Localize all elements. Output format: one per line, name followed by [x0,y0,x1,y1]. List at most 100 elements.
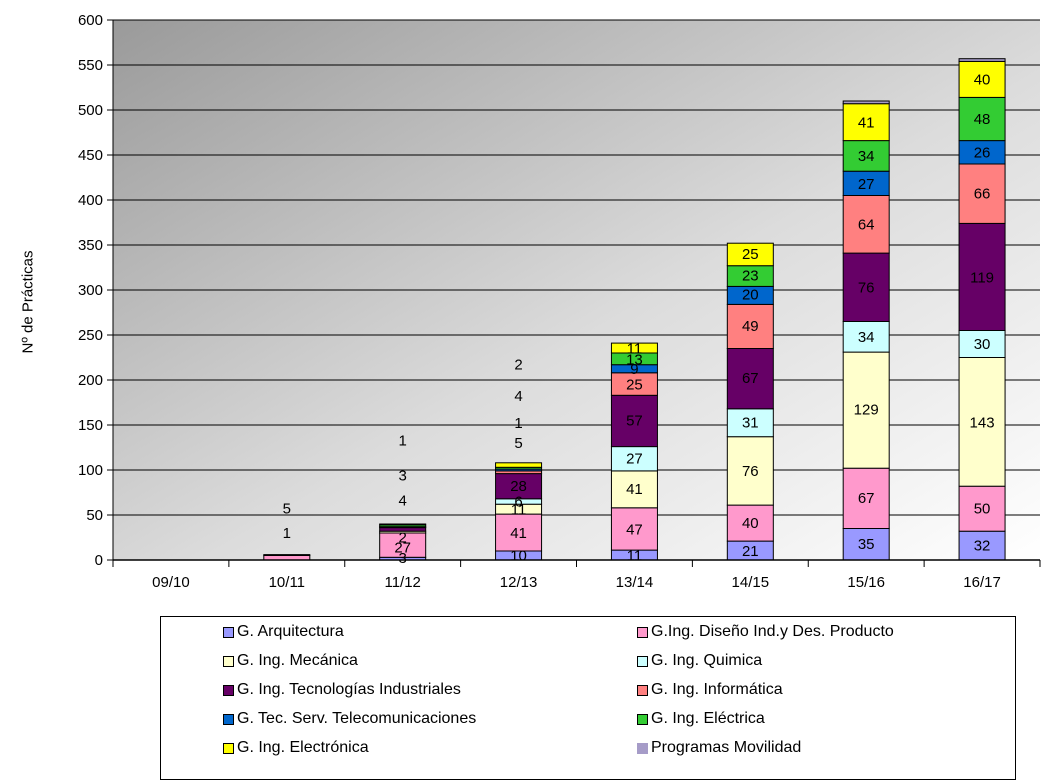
legend-label: G.Ing. Diseño Ind.y Des. Producto [651,623,894,640]
bar-segment [495,462,543,468]
legend-label: G. Ing. Informática [651,681,783,698]
data-label: 27 [858,176,875,193]
legend-swatch [637,713,648,725]
data-label: 49 [742,318,759,335]
data-labels: 5132724311041116285142114741275725913112… [283,71,995,567]
legend-item: Programas Movilidad [637,739,801,757]
legend-item: G. Ing. Eléctrica [637,710,765,728]
bar-segment [263,554,311,556]
bar-segment [842,100,890,105]
data-label: 11 [627,548,643,565]
x-tick-label: 11/12 [384,574,420,591]
legend-swatch [637,742,648,754]
bar-segment [958,330,1006,358]
legend-label: G. Ing. Mecánica [237,652,358,669]
legend-swatch [223,626,234,638]
bar-segment [726,504,774,542]
legend-item: G.Ing. Diseño Ind.y Des. Producto [637,623,894,641]
data-label: 5 [514,435,522,452]
data-label: 67 [742,370,759,387]
legend-label: G. Tec. Serv. Telecomunicaciones [237,710,477,727]
data-label: 64 [858,216,875,233]
data-label: 76 [858,279,875,296]
data-label: 34 [858,148,875,165]
legend-item: G. Tec. Serv. Telecomunicaciones [223,710,476,728]
data-label: 10 [510,548,527,565]
data-label: 129 [854,402,879,419]
bar-segment [610,342,658,354]
data-label: 25 [742,246,759,263]
data-label: 4 [399,493,407,510]
axes: 05010015020025030035040045050055060009/1… [78,12,1041,591]
data-label: 2 [399,530,407,547]
bar-segment [958,163,1006,224]
data-label: 26 [974,144,991,161]
bar-segment [495,513,543,552]
bar-segment [726,242,774,267]
data-label: 41 [510,525,527,542]
data-label: 67 [858,490,875,507]
legend-swatch [223,713,234,725]
data-label: 32 [974,538,991,555]
data-label: 6 [514,494,522,511]
data-label: 25 [626,377,643,394]
bar-segment [958,60,1006,98]
data-label: 11 [627,341,643,358]
x-tick-label: 14/15 [732,574,770,591]
y-tick-label: 0 [95,552,103,569]
legend-label: G. Arquitectura [237,623,344,640]
data-label: 40 [742,515,759,532]
data-label: 34 [858,329,875,346]
x-tick-label: 15/16 [847,574,885,591]
data-label: 1 [399,432,407,449]
data-label: 30 [974,336,991,353]
legend-swatch [223,655,234,667]
bar-segment [958,96,1006,142]
legend-item: G. Ing. Mecánica [223,652,358,670]
stacked-bar-chart: 5132724311041116285142114741275725913112… [78,12,1041,591]
bar-segment [610,446,658,472]
data-label: 13 [626,351,643,368]
data-label: 3 [399,467,407,484]
y-tick-label: 500 [78,102,103,119]
y-tick-label: 50 [86,507,103,524]
data-label: 27 [626,450,643,467]
data-label: 1 [283,525,291,542]
data-label: 40 [974,71,991,88]
bar-segment [842,321,890,353]
legend-label: G. Ing. Electrónica [237,739,369,756]
data-label: 1 [514,415,522,432]
bar-segment [610,507,658,551]
data-label: 4 [514,388,522,405]
bar-segment [610,470,658,509]
data-label: 143 [970,414,995,431]
y-tick-label: 450 [78,147,103,164]
bar-segment [610,394,658,448]
y-tick-label: 300 [78,282,103,299]
legend-swatch [223,742,234,754]
bar-segment [958,485,1006,532]
legend-item: G. Ing. Electrónica [223,739,369,757]
bar-segment [958,58,1006,62]
legend: G. Arquitectura G.Ing. Diseño Ind.y Des. … [160,616,1016,780]
legend-swatch [637,655,648,667]
x-tick-label: 12/13 [500,574,538,591]
data-label: 47 [626,521,643,538]
legend-swatch [637,684,648,696]
y-tick-label: 250 [78,327,103,344]
bar-segment [842,467,890,530]
data-label: 21 [742,543,759,560]
y-tick-label: 550 [78,57,103,74]
data-label: 3 [399,550,407,567]
data-label: 5 [283,501,291,518]
data-label: 28 [510,478,527,495]
y-tick-label: 100 [78,462,103,479]
data-label: 66 [974,186,991,203]
bar-segment [379,523,427,526]
bar-segment [958,357,1006,487]
legend-label: G. Ing. Eléctrica [651,710,765,727]
y-tick-label: 150 [78,417,103,434]
bar-segment [726,303,774,349]
bars [263,58,1006,561]
data-label: 11 [511,502,527,519]
